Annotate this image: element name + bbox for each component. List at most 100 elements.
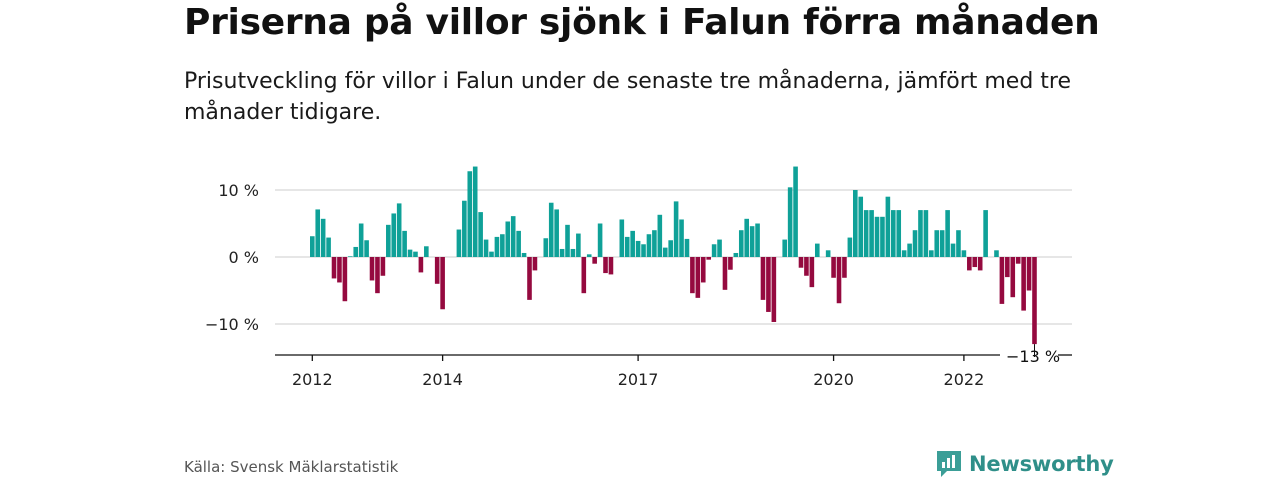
bar [749, 226, 755, 257]
bar [565, 224, 570, 257]
bar [358, 223, 364, 257]
bar [586, 254, 592, 257]
x-tick-label: 2022 [944, 370, 985, 389]
bar [787, 187, 793, 257]
bar [467, 171, 473, 257]
bar [516, 230, 521, 257]
bar [755, 223, 760, 257]
bar [842, 257, 847, 278]
bar-chart: −10 % 0 % 10 % 2012 2014 2017 2020 2022 −13 % [205, 166, 1072, 389]
bar [521, 252, 527, 257]
bar [500, 234, 505, 257]
bar [434, 257, 440, 284]
bar [483, 239, 489, 257]
bar [396, 203, 402, 257]
bar [337, 257, 342, 283]
bar [570, 248, 576, 257]
bars [310, 166, 1037, 345]
bar [722, 257, 728, 290]
bar [315, 209, 321, 257]
bar [793, 166, 798, 257]
bar [624, 236, 630, 257]
bar [608, 257, 614, 275]
bar [543, 238, 549, 257]
bar [592, 257, 597, 264]
bar [619, 219, 625, 257]
bar [728, 257, 733, 270]
bar [652, 230, 657, 257]
bar [646, 234, 652, 257]
bar [424, 246, 429, 257]
bar [662, 247, 668, 257]
bar [1026, 257, 1032, 291]
brand-name: Newsworthy [969, 452, 1114, 476]
bar [494, 236, 500, 257]
bar [597, 223, 603, 257]
bar [348, 256, 353, 257]
bar [798, 257, 804, 268]
bar [576, 233, 581, 257]
bar [386, 224, 391, 257]
chart-subtitle: Prisutveckling för villor i Falun under … [184, 69, 1072, 125]
bar [581, 257, 587, 294]
newsworthy-logo-icon [937, 451, 961, 477]
bar [809, 257, 815, 288]
bar [804, 257, 809, 276]
bar [711, 244, 717, 257]
bar [831, 257, 836, 278]
bar [548, 202, 554, 257]
bar [320, 218, 326, 257]
bar [462, 200, 467, 257]
x-tick-label: 2012 [292, 370, 333, 389]
bar [684, 238, 690, 257]
bar [918, 210, 923, 257]
bar [380, 257, 386, 276]
bar [912, 230, 918, 257]
bar [413, 251, 418, 257]
bar [510, 216, 516, 257]
bar [733, 252, 739, 257]
bar [505, 221, 511, 257]
bar [310, 236, 315, 257]
bar [679, 219, 684, 257]
bar [738, 230, 744, 257]
bar [825, 250, 831, 257]
y-tick-label: −10 % [205, 315, 259, 334]
bar [1015, 257, 1021, 264]
y-tick-label: 10 % [218, 181, 259, 200]
bar [939, 230, 945, 257]
bar [375, 257, 380, 294]
bar [956, 230, 961, 257]
bar [717, 239, 722, 257]
bar [657, 214, 663, 257]
bar [527, 257, 532, 300]
bar [977, 257, 983, 271]
bar [1021, 257, 1026, 311]
bar [364, 240, 369, 257]
bar [869, 210, 874, 257]
bar [945, 210, 950, 257]
bar [440, 257, 445, 310]
bar [760, 257, 766, 300]
bar [1010, 257, 1016, 298]
bar [700, 257, 706, 283]
bar [983, 210, 988, 257]
bar [407, 249, 413, 257]
bar [1005, 257, 1010, 278]
chart-title: Priserna på villor sjönk i Falun förra m… [184, 2, 1100, 43]
bar [418, 257, 424, 273]
source-note: Källa: Svensk Mäklarstatistik [184, 458, 399, 476]
bar [880, 216, 885, 257]
bar [331, 257, 337, 279]
y-axis-labels: −10 % 0 % 10 % [205, 181, 259, 334]
bar [1032, 257, 1037, 345]
bar [603, 257, 608, 274]
bar [901, 250, 907, 257]
bar [706, 257, 711, 260]
brand-logo: Newsworthy [936, 450, 1114, 478]
bar [891, 210, 896, 257]
bar [782, 239, 788, 257]
bar [402, 230, 407, 257]
bar [814, 243, 820, 257]
bar [744, 218, 749, 257]
